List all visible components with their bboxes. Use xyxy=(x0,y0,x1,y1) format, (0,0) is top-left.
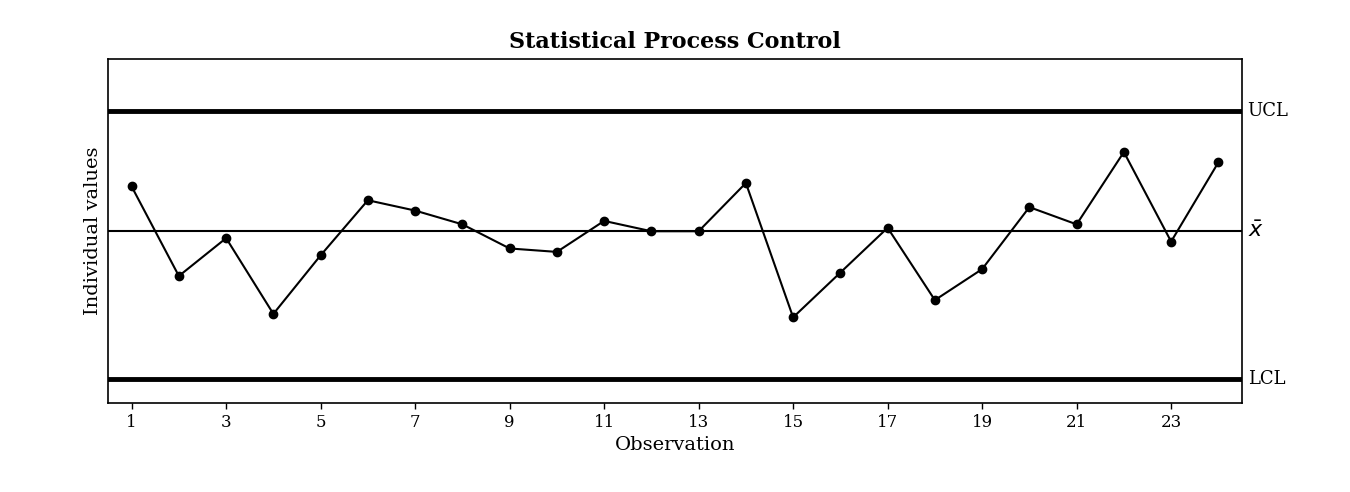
Text: UCL: UCL xyxy=(1247,102,1288,120)
Title: Statistical Process Control: Statistical Process Control xyxy=(509,31,841,53)
Text: $\bar{\mathit{x}}$: $\bar{\mathit{x}}$ xyxy=(1247,221,1264,242)
X-axis label: Observation: Observation xyxy=(614,436,736,455)
Text: LCL: LCL xyxy=(1247,370,1285,388)
Y-axis label: Individual values: Individual values xyxy=(85,147,103,315)
